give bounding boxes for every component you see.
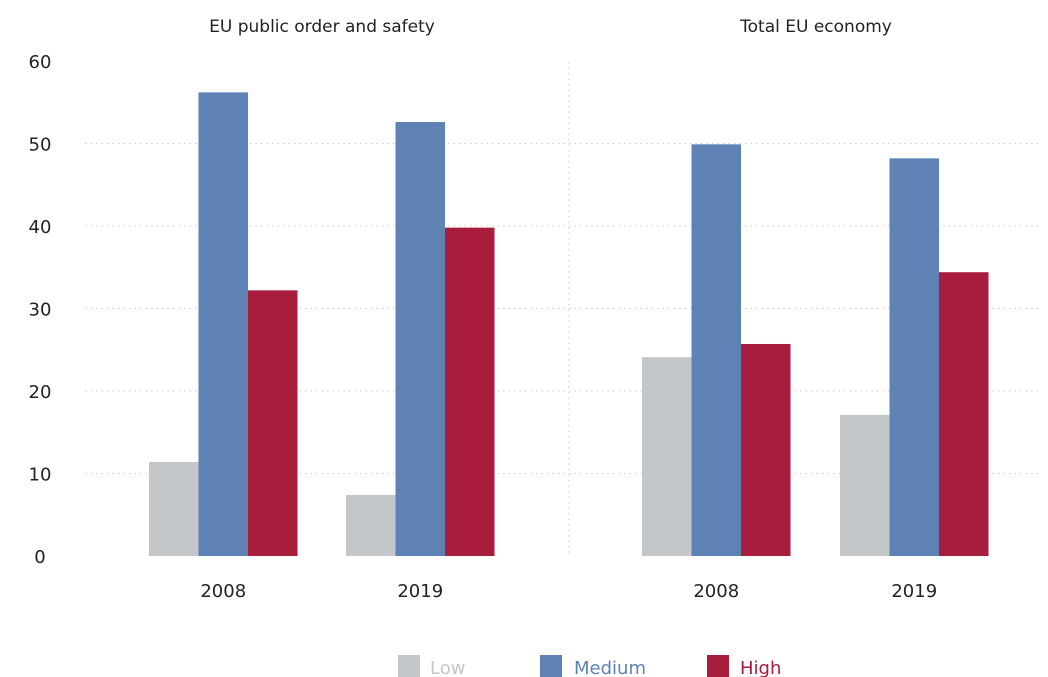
legend-label-low: Low: [430, 658, 465, 677]
bar-high: [939, 272, 989, 556]
legend: Low Medium High: [398, 655, 781, 677]
legend-swatch-high: [707, 655, 729, 677]
x-tick-label: 2019: [891, 581, 937, 602]
bar-high: [741, 343, 791, 556]
bar-low: [346, 494, 396, 556]
bar-high: [445, 227, 495, 556]
x-axis-ticks: 2008 2019 2008 2019: [200, 581, 937, 602]
y-tick-label: 40: [29, 217, 52, 238]
bar-medium: [691, 144, 741, 556]
bar-medium: [889, 158, 939, 556]
y-tick-label: 50: [29, 135, 52, 156]
legend-swatch-medium: [540, 655, 562, 677]
y-axis-ticks: 0 10 20 30 40 50 60: [29, 52, 52, 568]
panel-title-left: EU public order and safety: [209, 17, 435, 37]
bar-low: [840, 414, 890, 556]
legend-label-medium: Medium: [574, 658, 646, 677]
bar-high: [248, 290, 298, 556]
y-tick-label: 20: [29, 382, 52, 403]
legend-label-high: High: [740, 658, 781, 677]
panel-title-right: Total EU economy: [739, 17, 892, 37]
y-tick-label: 0: [34, 547, 45, 568]
y-tick-label: 30: [29, 300, 52, 321]
x-tick-label: 2008: [200, 581, 246, 602]
x-tick-label: 2008: [693, 581, 739, 602]
y-tick-label: 10: [29, 465, 52, 486]
x-tick-label: 2019: [397, 581, 443, 602]
bar-low: [642, 357, 692, 556]
bars: [149, 92, 989, 557]
bar-low: [149, 461, 199, 556]
bar-medium: [395, 122, 445, 557]
legend-swatch-low: [398, 655, 420, 677]
bar-medium: [198, 92, 248, 556]
y-tick-label: 60: [29, 52, 52, 73]
